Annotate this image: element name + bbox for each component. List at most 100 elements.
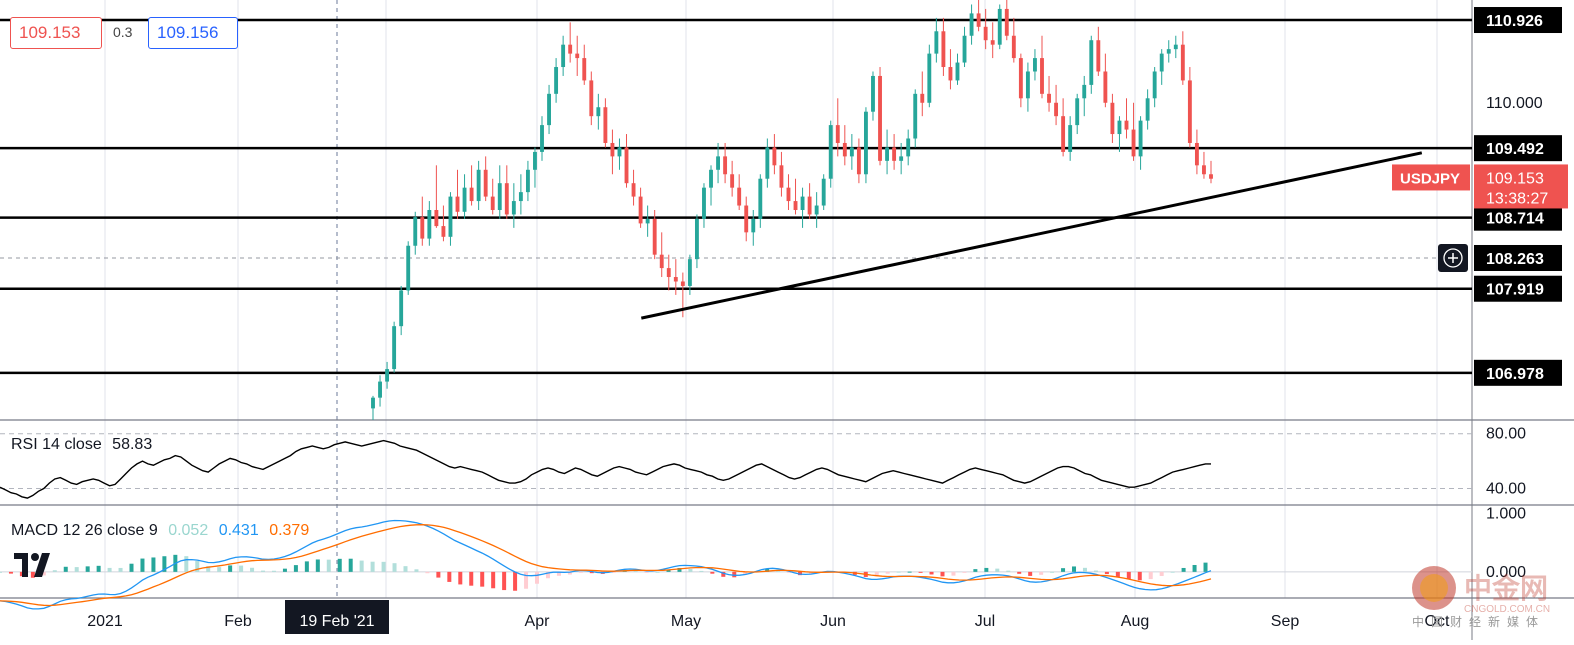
symbol-label: USDJPY [1400,170,1460,187]
candle-body [1004,8,1009,36]
macd-line-value: 0.431 [218,522,259,539]
candle-body [518,192,523,202]
candle-body [1018,58,1023,99]
level-price-tag[interactable] [1474,275,1562,302]
macd-histogram-bar [129,563,134,572]
candle-body [455,196,460,212]
macd-histogram-bar [502,571,507,591]
candle-body [1011,35,1016,59]
macd-histogram-bar [315,559,320,572]
crosshair-date-label: 19 Feb '21 [299,613,374,630]
candle-body [927,53,932,103]
macd-histogram-bar [1115,571,1120,578]
macd-histogram-bar [940,571,945,577]
candle-body [1209,174,1213,179]
candle-body [807,196,812,215]
candle-body [1075,98,1080,126]
macd-histogram-bar [1017,571,1022,574]
candle-body [589,80,594,117]
candle-body [871,75,875,112]
candle-body [1110,102,1115,135]
tradingview-logo-icon[interactable] [12,547,58,581]
candle-body [490,196,495,210]
candle-body [504,183,509,215]
macd-title: MACD 12 26 close 9 [11,522,158,539]
macd-histogram-bar [228,565,233,572]
level-price-tag[interactable] [1474,7,1562,34]
candle-body [420,217,425,239]
candle-body [1166,49,1171,54]
candle-body [1124,120,1129,130]
macd-histogram-bar [261,570,266,572]
price-axis: 110.000 110.926 109.492 108.714 108.263 107.9… [1392,7,1568,581]
time-tick-label: Oct [1425,613,1450,630]
macd-signal-value: 0.379 [269,522,310,539]
level-price-tag[interactable] [1474,204,1562,231]
candle-body [448,196,453,237]
macd-histogram-bar [304,561,309,572]
macd-histogram-bar [578,571,583,573]
candle-body [1194,142,1199,166]
rsi-legend[interactable]: RSI 14 close 58.83 [11,436,158,454]
watermark-tagline: 中国财经新媒体 [1412,614,1545,629]
macd-histogram-bar [666,569,671,572]
bid-price-box[interactable]: 109.153 [10,17,102,49]
candle-body [906,138,911,157]
candle-body [659,254,664,269]
candle-body [962,35,967,63]
crosshair-date-tag [285,600,389,634]
level-price-label: 107.919 [1486,282,1544,299]
candle-body [645,218,650,224]
candle-body [673,277,678,282]
candle-body [913,93,918,139]
time-tick-label: May [671,613,701,630]
macd-histogram-bar [359,560,364,572]
candle-body [617,147,622,157]
macd-histogram-bar [918,571,923,573]
macd-histogram-bar [907,571,912,573]
candle-body [983,26,988,41]
candle-body [624,147,629,184]
macd-histogram-bar [535,571,540,584]
macd-line [0,519,1212,610]
candle-body [462,187,467,212]
macd-histogram-bar [447,571,452,582]
level-price-tag[interactable] [1474,359,1562,386]
candle-body [821,178,826,206]
macd-histogram-bar [633,570,638,572]
candle-body [469,187,474,202]
macd-histogram-bar [118,567,123,572]
candle-body [856,147,861,175]
macd-histogram-bar [414,569,419,572]
macd-histogram-bar [589,571,594,574]
candle-body [413,217,418,246]
macd-histogram-bar [1082,567,1087,572]
bid-price: 109.153 [19,23,81,42]
candle-body [652,218,657,255]
macd-histogram-bar [1104,571,1109,575]
spread-value: 0.3 [113,24,133,40]
candle-body [540,125,544,152]
level-price-tag[interactable] [1474,135,1562,162]
candle-body [497,183,502,210]
symbol-badge[interactable] [1392,164,1470,191]
rsi-title: RSI 14 close [11,436,102,453]
candle-body [568,44,573,54]
time-tick-label: 2021 [87,613,123,630]
current-price-tag[interactable] [1474,164,1568,209]
macd-histogram-bar [1148,571,1153,580]
macd-histogram-bar [184,556,189,572]
level-price-tag[interactable] [1474,244,1562,271]
candle-body [751,218,756,233]
trendline-segment[interactable] [640,151,1423,320]
level-price-label: 108.263 [1486,251,1544,268]
macd-histogram-bar [721,571,726,577]
trendline[interactable] [640,151,1423,320]
macd-legend[interactable]: MACD 12 26 close 9 0.052 0.431 0.379 [11,522,315,540]
time-tick-label: Jul [975,613,995,630]
level-price-label: 110.926 [1486,13,1543,30]
ask-price-box[interactable]: 109.156 [148,17,238,49]
